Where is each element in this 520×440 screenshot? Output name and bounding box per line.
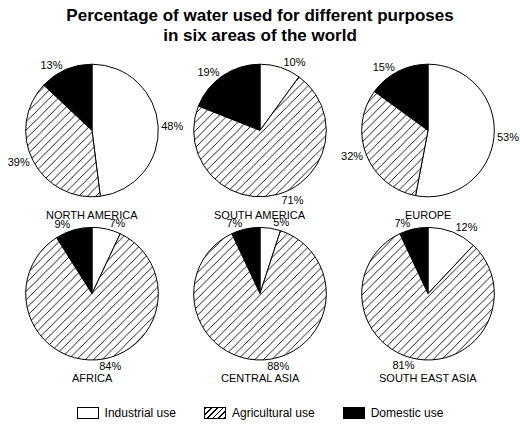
svg-text:19%: 19% — [197, 66, 219, 78]
svg-text:SOUTH EAST ASIA: SOUTH EAST ASIA — [379, 372, 477, 384]
svg-text:10%: 10% — [283, 56, 305, 68]
html-text:Agricultural use: Agricultural use — [232, 406, 315, 420]
html-text:Domestic use: Domestic use — [370, 406, 444, 420]
html-text:Percentage of water used for d: Percentage of water used for different p… — [66, 6, 454, 45]
svg-text:5%: 5% — [273, 216, 289, 228]
svg-text:84%: 84% — [99, 360, 121, 372]
svg-text:15%: 15% — [373, 61, 395, 73]
svg-text:81%: 81% — [392, 359, 414, 371]
svg-text:71%: 71% — [281, 194, 303, 206]
svg-text:7%: 7% — [109, 217, 125, 229]
svg-text:48%: 48% — [161, 120, 183, 132]
svg-text:SOUTH AMERICA: SOUTH AMERICA — [214, 209, 306, 221]
svg-text:53%: 53% — [497, 131, 519, 143]
svg-text:9%: 9% — [54, 218, 70, 230]
svg-text:32%: 32% — [341, 150, 363, 162]
svg-text:12%: 12% — [455, 221, 477, 233]
svg-text:88%: 88% — [267, 360, 289, 372]
svg-text:7%: 7% — [226, 217, 242, 229]
svg-text:NORTH AMERICA: NORTH AMERICA — [46, 209, 138, 221]
svg-text:13%: 13% — [40, 59, 62, 71]
svg-text:AFRICA: AFRICA — [72, 372, 113, 384]
html-text:Industrial use: Industrial use — [104, 406, 176, 420]
svg-text:39%: 39% — [8, 156, 30, 168]
svg-text:7%: 7% — [394, 217, 410, 229]
svg-text:CENTRAL ASIA: CENTRAL ASIA — [221, 372, 300, 384]
svg-text:EUROPE: EUROPE — [405, 209, 451, 221]
